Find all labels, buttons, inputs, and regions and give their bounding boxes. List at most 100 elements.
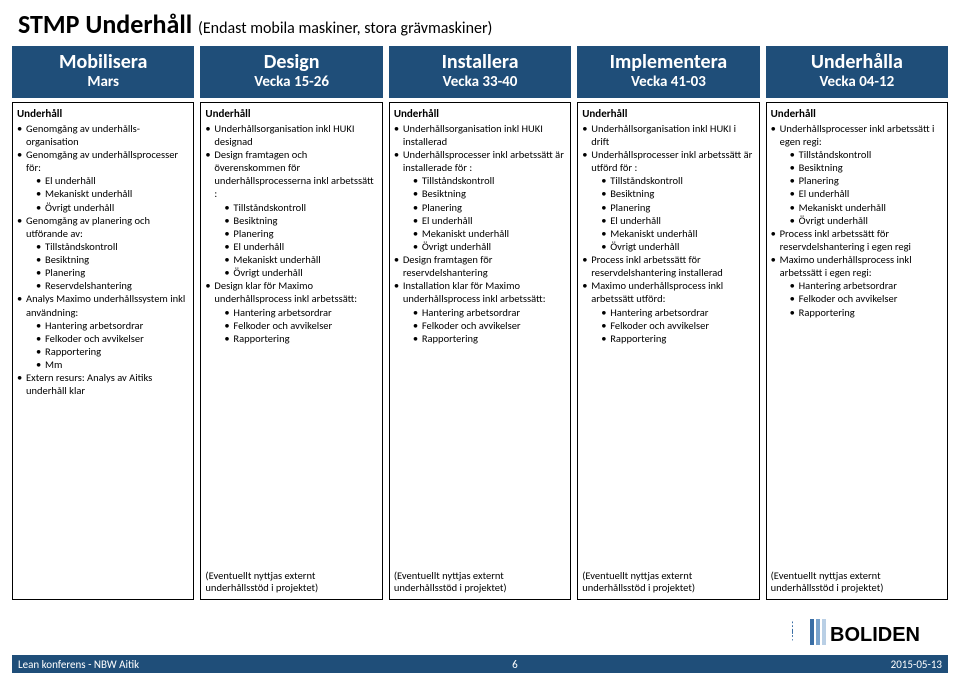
list-item: Underhållsprocesser inkl arbetssätt är u… <box>582 148 754 253</box>
list-item: Hantering arbetsordrar <box>36 319 189 332</box>
list-item: Hantering arbetsordrar <box>601 306 754 319</box>
phase-week: Vecka 04-12 <box>771 73 943 91</box>
list-item: Rapportering <box>601 332 754 345</box>
page-title: STMP Underhåll (Endast mobila maskiner, … <box>0 0 960 40</box>
list-item: Felkoder och avvikelser <box>36 332 189 345</box>
phase-name: Installera <box>394 51 566 73</box>
list-item: Övrigt underhåll <box>224 266 377 279</box>
column-heading: Underhåll <box>582 107 754 121</box>
phase-name: Design <box>205 51 377 73</box>
list-item: Övrigt underhåll <box>601 240 754 253</box>
list-item: Felkoder och avvikelser <box>790 292 943 305</box>
phase-week: Vecka 41-03 <box>582 73 754 91</box>
phase-name: Mobilisera <box>17 51 189 73</box>
list-item: Genomgång av underhålls­organisation <box>17 122 189 148</box>
column-footer: (Eventuellt nyttjas externt underhållsst… <box>205 570 377 595</box>
list-item: Övrigt underhåll <box>790 214 943 227</box>
column: UnderhållUnderhållsorganisation inkl HUK… <box>389 102 571 600</box>
list-item: Övrigt underhåll <box>36 201 189 214</box>
list-item: Mekaniskt underhåll <box>413 227 566 240</box>
column-heading: Underhåll <box>17 107 189 121</box>
list-item: Underhållsorganisation inkl HUKI designa… <box>205 122 377 148</box>
phase-week: Mars <box>17 73 189 91</box>
phase-name: Underhålla <box>771 51 943 73</box>
phase-name: Implementera <box>582 51 754 73</box>
list-item: Hantering arbetsordrar <box>413 306 566 319</box>
list-item: Process inkl arbetssätt för reservdelsha… <box>771 227 943 253</box>
list-item: Genomgång av underhålls­processer för:El… <box>17 148 189 214</box>
list-item: Reservdels­hantering <box>36 279 189 292</box>
list-item: Rapportering <box>224 332 377 345</box>
list-item: Hantering arbetsordrar <box>224 306 377 319</box>
phase-week: Vecka 15-26 <box>205 73 377 91</box>
column-heading: Underhåll <box>205 107 377 121</box>
title-main: STMP Underhåll <box>18 8 192 40</box>
list-item: Mm <box>36 358 189 371</box>
list-item: Installation klar för Maximo underhållsp… <box>394 279 566 345</box>
list-item: Felkoder och avvikelser <box>224 319 377 332</box>
list-item: Genomgång av planering och utförande av:… <box>17 214 189 293</box>
list-item: Maximo underhållsprocess inkl arbetssätt… <box>582 279 754 345</box>
column-footer: (Eventuellt nyttjas externt underhållsst… <box>394 570 566 595</box>
list-item: Underhållsorganisation inkl HUKI i drift <box>582 122 754 148</box>
list-item: Process inkl arbetssätt för reservdelsha… <box>582 253 754 279</box>
list-item: Analys Maximo underhålls­system inkl anv… <box>17 292 189 371</box>
column: UnderhållUnderhållsprocesser inkl arbets… <box>766 102 948 600</box>
list-item: El underhåll <box>413 214 566 227</box>
list-item: Maximo underhållsprocess inkl arbetssätt… <box>771 253 943 319</box>
list-item: Övrigt underhåll <box>413 240 566 253</box>
phase-header: MobiliseraMars <box>12 46 194 98</box>
list-item: Design framtagen och överenskommen för u… <box>205 148 377 279</box>
list-item: El underhåll <box>601 214 754 227</box>
list-item: Underhållsprocesser inkl arbetssätt i eg… <box>771 122 943 227</box>
list-item: El underhåll <box>790 187 943 200</box>
list-item: Tillståndskontroll <box>413 174 566 187</box>
list-item: Felkoder och avvikelser <box>413 319 566 332</box>
phase-week: Vecka 33-40 <box>394 73 566 91</box>
list-item: Mekaniskt underhåll <box>36 187 189 200</box>
column-heading: Underhåll <box>771 107 943 121</box>
list-item: Besiktning <box>36 253 189 266</box>
svg-text:NEW: NEW <box>792 619 795 641</box>
list-item: El underhåll <box>36 174 189 187</box>
list-item: Mekaniskt underhåll <box>601 227 754 240</box>
list-item: Hantering arbetsordrar <box>790 279 943 292</box>
list-item: Planering <box>601 201 754 214</box>
list-item: Planering <box>790 174 943 187</box>
column: UnderhållGenomgång av underhålls­organis… <box>12 102 194 600</box>
column-heading: Underhåll <box>394 107 566 121</box>
list-item: Tillståndskontroll <box>36 240 189 253</box>
list-item: Besiktning <box>224 214 377 227</box>
phase-header: DesignVecka 15-26 <box>200 46 382 98</box>
column-row: UnderhållGenomgång av underhålls­organis… <box>0 102 960 600</box>
list-item: Rapportering <box>36 345 189 358</box>
boliden-logo: NEW BOLIDEN <box>792 617 942 649</box>
footer-right: 2015-05-13 <box>891 658 942 671</box>
list-item: Tillståndskontroll <box>790 148 943 161</box>
list-item: Extern resurs: Analys av Aitiks underhål… <box>17 371 189 397</box>
list-item: Planering <box>224 227 377 240</box>
svg-text:BOLIDEN: BOLIDEN <box>830 624 920 646</box>
column-footer: (Eventuellt nyttjas externt underhållsst… <box>582 570 754 595</box>
list-item: Besiktning <box>413 187 566 200</box>
column-footer: (Eventuellt nyttjas externt underhållsst… <box>771 570 943 595</box>
list-item: Besiktning <box>601 187 754 200</box>
phase-row: MobiliseraMarsDesignVecka 15-26Installer… <box>0 40 960 102</box>
list-item: Rapportering <box>413 332 566 345</box>
title-sub: (Endast mobila maskiner, stora grävmaski… <box>198 19 492 38</box>
list-item: Underhållsprocesser inkl arbetssätt är i… <box>394 148 566 253</box>
list-item: Mekaniskt underhåll <box>790 201 943 214</box>
list-item: Planering <box>413 201 566 214</box>
list-item: Design klar för Maximo underhållsprocess… <box>205 279 377 345</box>
list-item: Mekaniskt underhåll <box>224 253 377 266</box>
list-item: Underhållsorganisation inkl HUKI install… <box>394 122 566 148</box>
footer-left: Lean konferens - NBW Aitik <box>18 658 139 671</box>
footer-center: 6 <box>512 658 518 671</box>
list-item: El underhåll <box>224 240 377 253</box>
list-item: Tillståndskontroll <box>601 174 754 187</box>
phase-header: UnderhållaVecka 04-12 <box>766 46 948 98</box>
list-item: Rapportering <box>790 306 943 319</box>
column: UnderhållUnderhållsorganisation inkl HUK… <box>577 102 759 600</box>
list-item: Besiktning <box>790 161 943 174</box>
list-item: Design framtagen för reservdelshantering <box>394 253 566 279</box>
